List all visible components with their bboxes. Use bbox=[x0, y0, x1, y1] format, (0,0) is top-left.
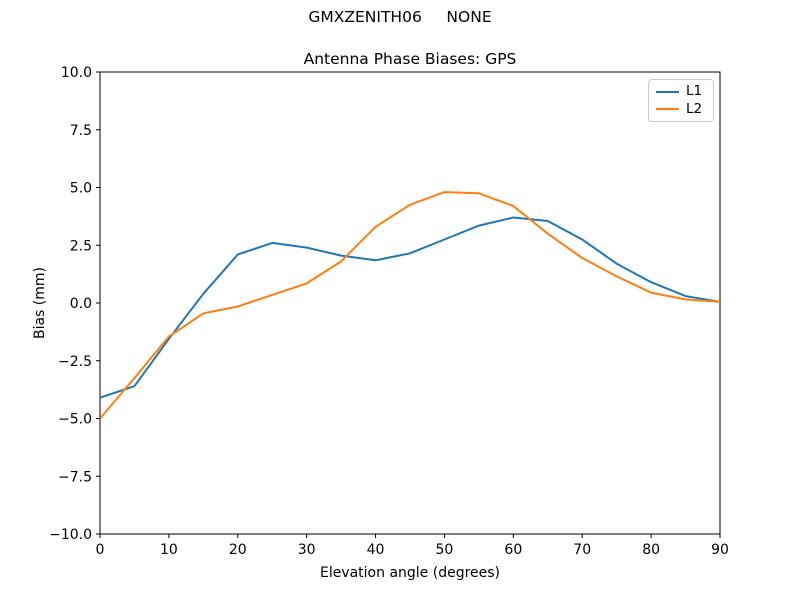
y-tick-label: −5.0 bbox=[58, 412, 92, 428]
chart-title: Antenna Phase Biases: GPS bbox=[303, 50, 517, 68]
x-tick-label: 0 bbox=[96, 542, 105, 558]
x-tick-label: 80 bbox=[642, 542, 660, 558]
series-line-L2 bbox=[99, 191, 721, 420]
legend-label: L2 bbox=[686, 100, 703, 117]
legend-line-swatch bbox=[656, 108, 679, 111]
series-line-L1 bbox=[99, 216, 721, 399]
x-tick-label: 20 bbox=[229, 542, 247, 558]
y-tick-label: 5.0 bbox=[70, 181, 92, 197]
legend-item-L2: L2 bbox=[656, 100, 706, 117]
y-tick-label: 0.0 bbox=[70, 296, 92, 312]
figure-suptitle: GMXZENITH06 NONE bbox=[308, 8, 492, 26]
legend: L1 L2 bbox=[648, 79, 714, 122]
legend-line-swatch bbox=[656, 90, 679, 93]
x-tick-label: 30 bbox=[298, 542, 316, 558]
y-tick-label: 2.5 bbox=[70, 238, 92, 254]
x-tick-label: 10 bbox=[160, 542, 178, 558]
legend-label: L1 bbox=[686, 83, 703, 99]
y-axis-label: Bias (mm) bbox=[32, 266, 48, 340]
y-tick-label: −10.0 bbox=[49, 527, 92, 543]
x-axis-label: Elevation angle (degrees) bbox=[319, 565, 501, 581]
x-tick-label: 70 bbox=[573, 542, 591, 558]
x-tick-label: 60 bbox=[504, 542, 522, 558]
y-tick-label: 7.5 bbox=[70, 123, 92, 139]
x-tick-label: 90 bbox=[711, 542, 729, 558]
y-tick-label: −2.5 bbox=[58, 354, 92, 370]
axes-frame bbox=[99, 71, 721, 535]
x-tick-label: 50 bbox=[436, 542, 454, 558]
y-tick-label: 10.0 bbox=[61, 65, 92, 81]
y-tick-label: −7.5 bbox=[58, 469, 92, 485]
legend-item-L1: L1 bbox=[656, 83, 706, 99]
x-tick-label: 40 bbox=[367, 542, 385, 558]
